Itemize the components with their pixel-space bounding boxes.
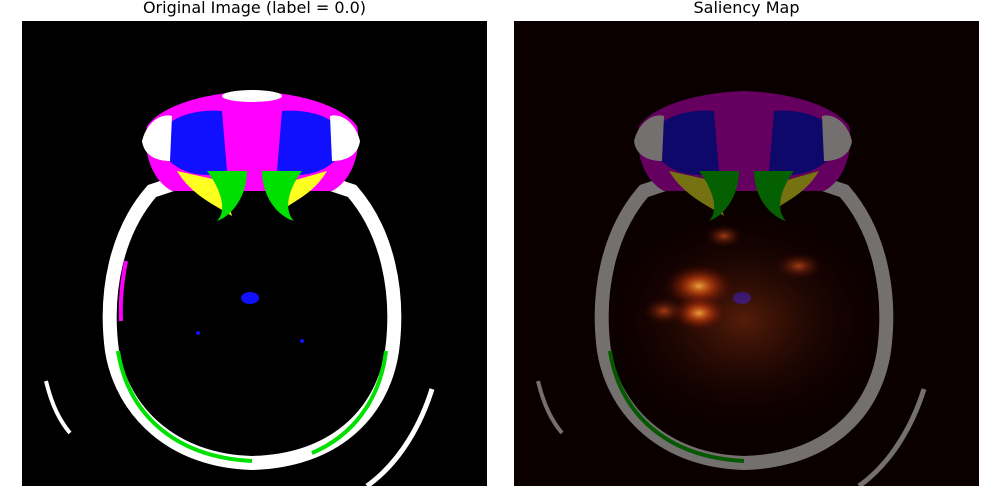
headrest-left [44, 380, 72, 435]
orbit-green-left [207, 171, 247, 221]
saliency-map-panel: Saliency Map [514, 0, 979, 500]
saliency-orbit-green-left [699, 171, 739, 221]
saliency-diffuse-heat [604, 211, 884, 431]
nasal-bone [222, 90, 282, 102]
zygoma-right [330, 115, 360, 161]
saliency-headrest-right [857, 388, 927, 486]
ct-scan-saliency [514, 21, 979, 486]
saliency-skull-ring [594, 174, 894, 471]
spot-left [196, 331, 200, 335]
sinus-blue-left [162, 110, 227, 175]
saliency-sinus-blue-right [769, 110, 834, 175]
skull-edge-green [116, 350, 253, 463]
sinus-blue-right [277, 110, 342, 175]
saliency-hotspot-3 [642, 297, 686, 325]
saliency-zygoma-right [822, 115, 852, 161]
ct-scan-original [22, 21, 487, 486]
saliency-hotspot-1 [664, 264, 734, 308]
saliency-edge-green [608, 350, 745, 463]
spot-right [300, 339, 304, 343]
saliency-headrest-left [536, 380, 564, 435]
skull-edge-green-right [311, 350, 388, 455]
saliency-map-image [514, 21, 979, 486]
saliency-orbit-green-right [754, 171, 794, 221]
saliency-hotspot-2 [671, 295, 727, 331]
ventricle-spot [241, 292, 259, 304]
orbit-green-right [262, 171, 302, 221]
original-image [22, 21, 487, 486]
saliency-map-title: Saliency Map [693, 0, 800, 17]
saliency-hotspot-4 [774, 252, 824, 280]
original-image-title: Original Image (label = 0.0) [142, 0, 367, 17]
original-image-panel: Original Image (label = 0.0) [22, 0, 487, 500]
headrest-right [365, 388, 435, 486]
skull-edge-magenta [118, 260, 128, 322]
saliency-hotspot-5 [704, 224, 744, 248]
saliency-zygoma-left [634, 115, 664, 161]
zygoma-left [142, 115, 172, 161]
skull-ring [102, 174, 402, 471]
saliency-sinus-blue-left [654, 110, 719, 175]
